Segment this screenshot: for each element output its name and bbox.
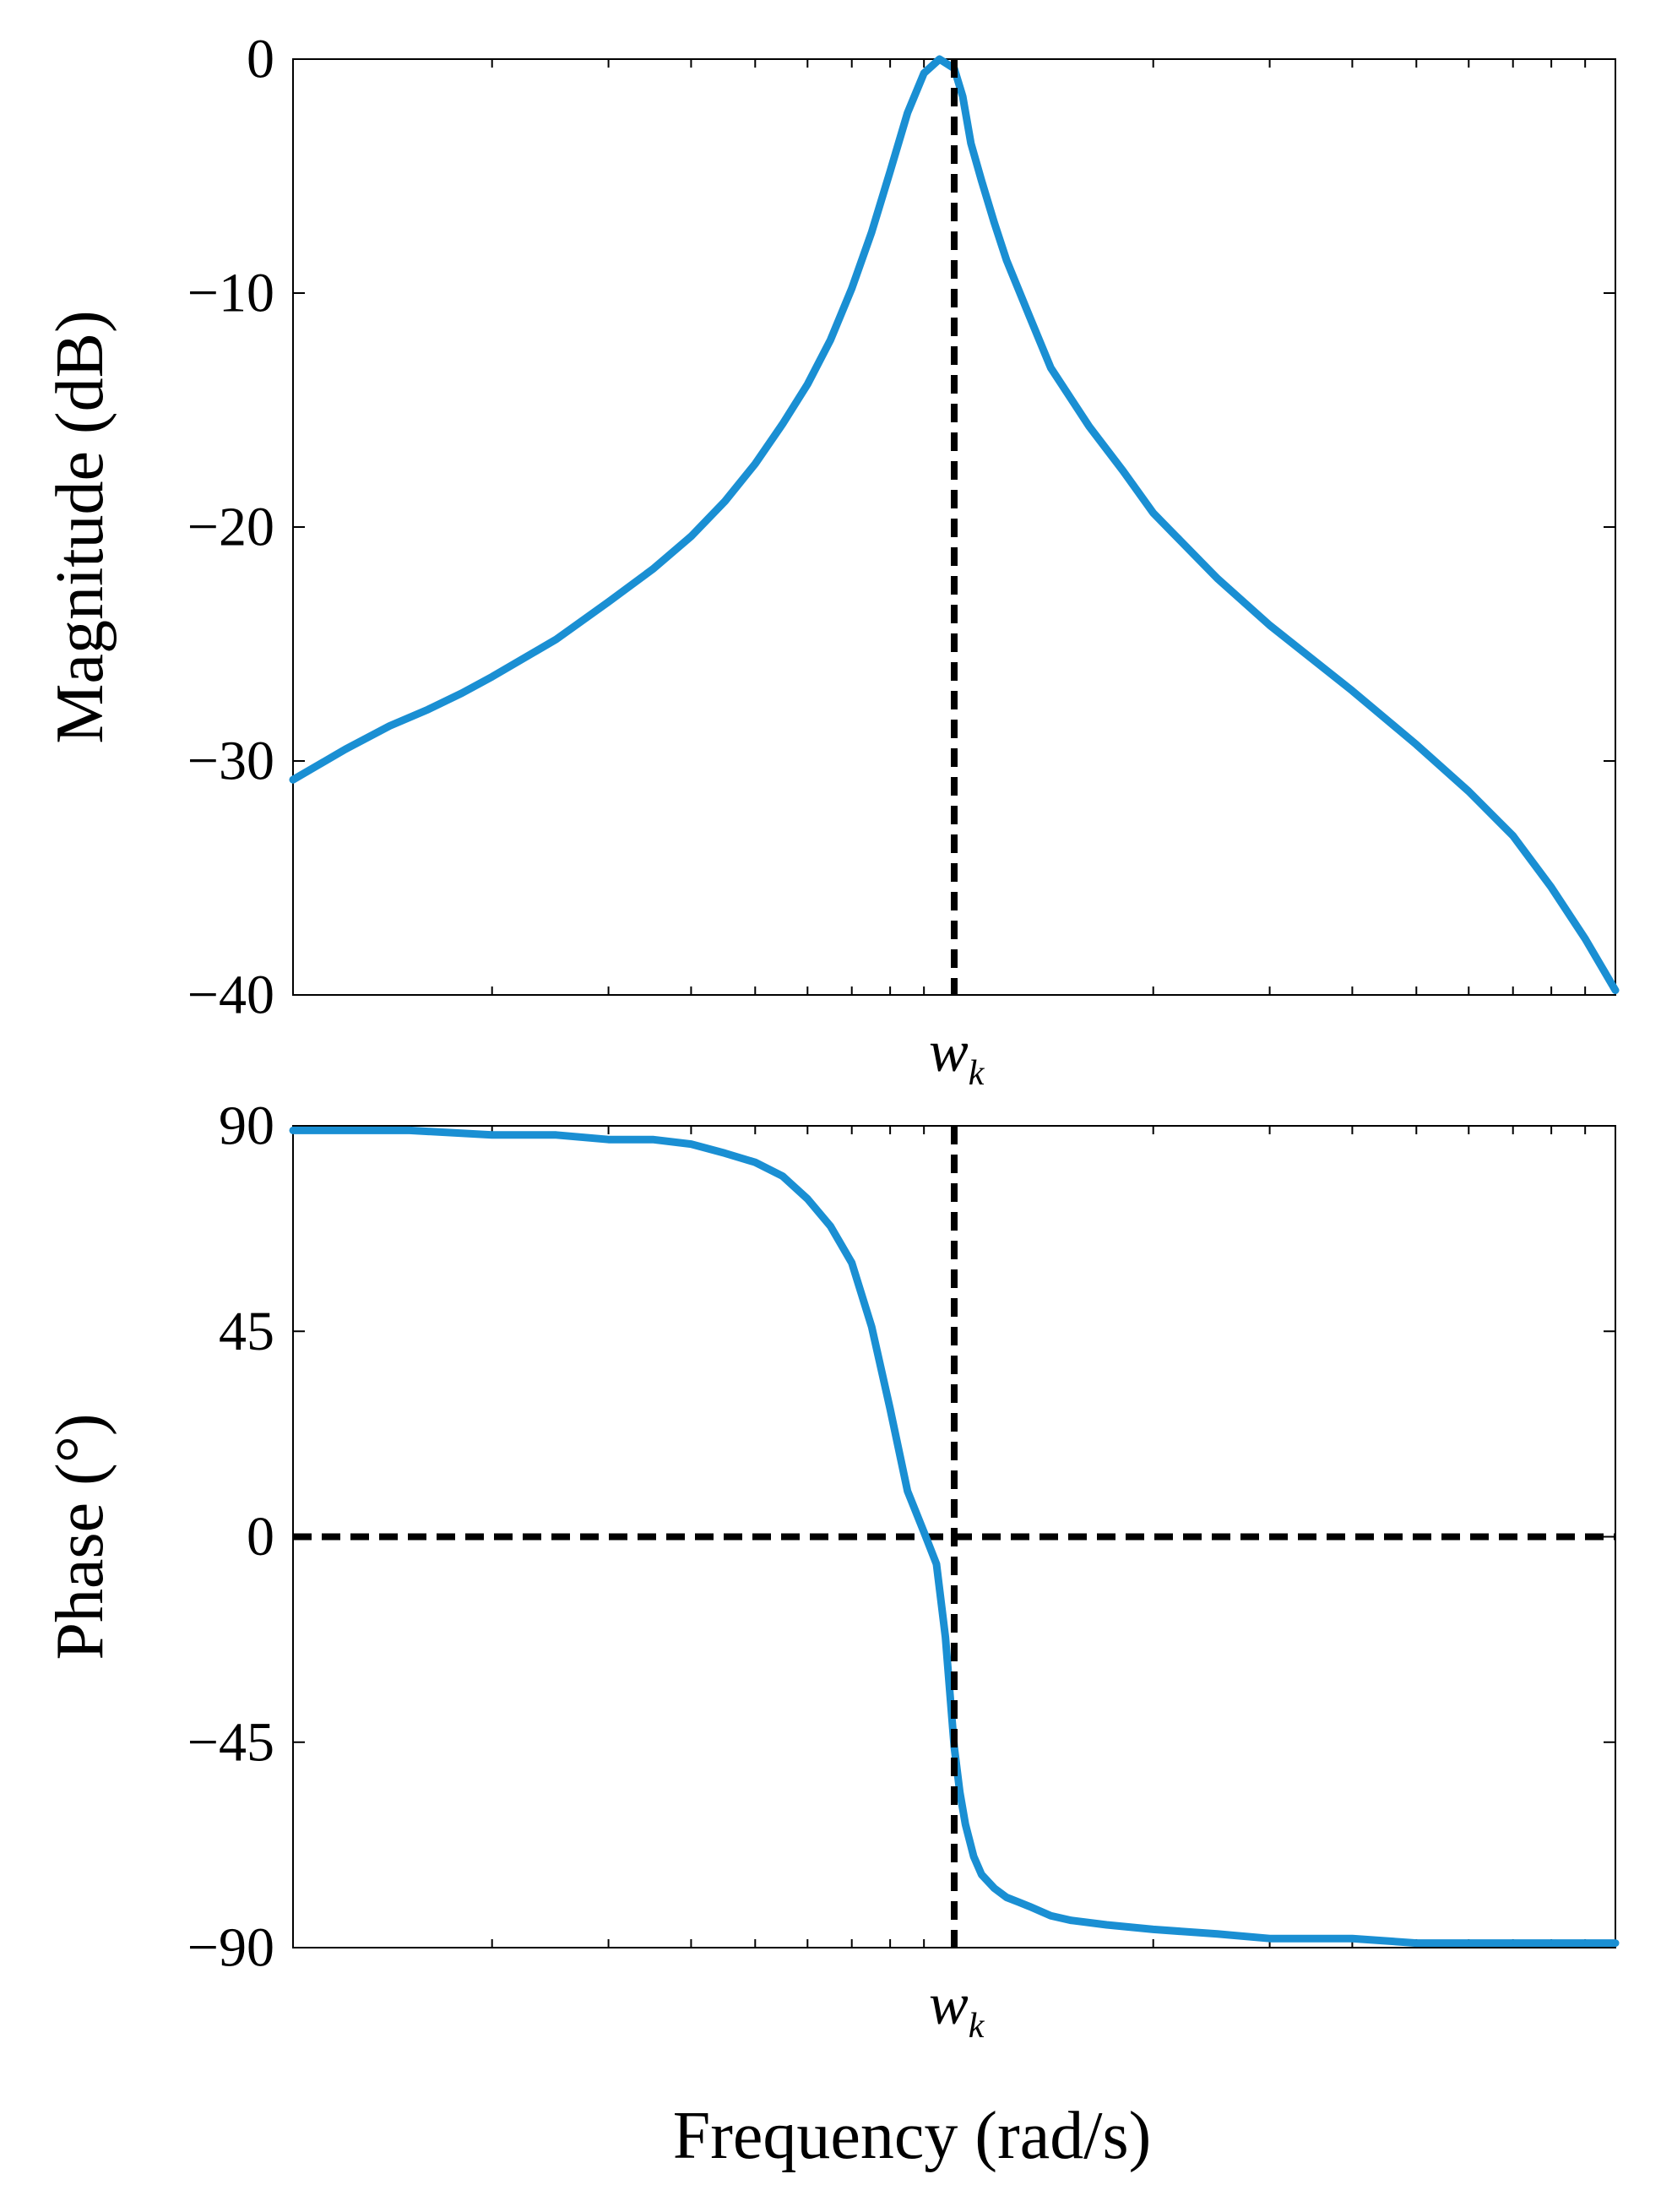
- series-line: [289, 1126, 1620, 1948]
- y-tick-label: −30: [187, 731, 274, 792]
- y-tick-label: −20: [187, 497, 274, 558]
- y-tick-label: −40: [187, 965, 274, 1026]
- series-line: [289, 55, 1620, 994]
- y-tick-label: 0: [247, 29, 274, 90]
- wk-tick-label: wk: [929, 1019, 985, 1093]
- magnitude-plot: 0 −10 −20 −30 −40 wk Magnitude (dB): [43, 29, 1620, 1093]
- y-tick-label: 90: [219, 1095, 274, 1157]
- y-tick-label: 0: [247, 1506, 274, 1568]
- y-tick-label: −10: [187, 263, 274, 324]
- y-tick-label: 45: [219, 1301, 274, 1362]
- y-tick-label: −90: [187, 1917, 274, 1979]
- wk-tick-label: wk: [929, 1972, 985, 2046]
- x-axis-label: Frequency (rad/s): [673, 2099, 1151, 2173]
- phase-plot: 90 45 0 −45 −90 wk Phase (°) Frequency (rad/s): [43, 1095, 1620, 2173]
- y-axis-label: Magnitude (dB): [43, 310, 117, 743]
- y-tick-label: −45: [187, 1711, 274, 1773]
- y-axis-label: Phase (°): [43, 1414, 117, 1660]
